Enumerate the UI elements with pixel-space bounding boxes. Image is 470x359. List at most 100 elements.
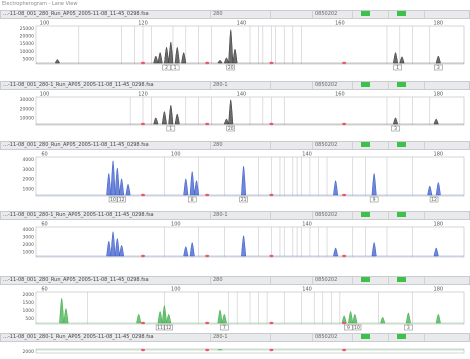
lane-header[interactable]: …-11-08_001_280-1_Run_AP05_2005-11-08_11… (0, 81, 470, 90)
allele-label-box (155, 324, 165, 331)
peak (333, 180, 339, 196)
y-tick-label: 10000 (20, 116, 34, 122)
lane-status-c (425, 11, 469, 18)
y-tick-label: 1500 (23, 300, 35, 306)
size-standard-marker (269, 348, 274, 352)
peak (392, 117, 399, 125)
electropherogram-plot[interactable]: 60 100 140 180 4000 3000 2000 1000 10 12 8 21 9 12 (0, 150, 470, 204)
green-status-icon (361, 277, 370, 282)
allele-label: 9 (373, 197, 376, 203)
size-standard-marker (342, 254, 347, 258)
y-tick-label: 2000 (23, 177, 35, 183)
lane-status-b (389, 212, 425, 219)
size-standard-marker (205, 254, 210, 258)
lane-header[interactable]: …-11-08_001_280-1_Run_AP05_2005-11-08_11… (0, 211, 470, 220)
lane-panel (271, 212, 313, 219)
x-tick-label: 100 (171, 222, 181, 228)
peak (241, 165, 247, 196)
lane-panel (271, 334, 313, 341)
size-standard-marker (141, 348, 145, 352)
allele-label: 12 (431, 197, 437, 203)
allele-label: 7 (223, 325, 226, 331)
peak (223, 57, 229, 64)
electropherogram-plot[interactable]: 100 120 140 160 180 30000 20000 10000 1 20 3 (0, 90, 470, 133)
x-tick-label: 180 (434, 287, 444, 293)
green-status-icon (361, 142, 370, 147)
peak (183, 178, 189, 196)
electropherogram-plot[interactable]: 100 120 140 160 180 25000 20000 15000 10000 5000 2… (0, 19, 470, 72)
allele-label: 20 (228, 65, 234, 71)
lane-status-c (425, 212, 469, 219)
x-tick-label: 60 (41, 152, 47, 158)
peak (59, 298, 65, 324)
peak (380, 316, 386, 324)
peak (174, 113, 180, 125)
peak (153, 55, 159, 64)
green-status-icon (361, 11, 370, 16)
lane-date: 0850202 (313, 11, 353, 18)
green-status-icon (397, 212, 406, 217)
peak (232, 48, 238, 64)
y-tick-label: 15000 (20, 41, 34, 47)
allele-label-box (391, 125, 400, 132)
allele-label: 10 (354, 325, 360, 331)
allele-label-box (226, 125, 235, 132)
lane-sample-name: 280-1 (211, 212, 271, 219)
lane-file-name: …-11-08_001_280_Run_AP05_2005-11-08_11-4… (1, 142, 211, 149)
peak (371, 173, 377, 196)
peak (106, 173, 112, 196)
x-tick-label: 100 (40, 92, 50, 98)
plot-svg: 100 120 140 160 1802500020000150001000050002… (20, 21, 465, 71)
electropherogram-plot[interactable]: 60 100 140 180 2000 1500 1000 500 11 12 7 9 10 3 (0, 285, 470, 332)
allele-label: 12 (119, 197, 125, 203)
lane-header[interactable]: …-11-08_001_280_Run_AP05_2005-11-08_11-4… (0, 276, 470, 285)
peak (228, 29, 234, 64)
electropherogram-plot[interactable]: 60 100 140 180 4000 3000 2000 1000 (0, 220, 470, 265)
lane-status-c (425, 334, 469, 341)
y-tick-label: 2000 (23, 349, 35, 355)
peak (119, 244, 125, 257)
peak (125, 183, 131, 196)
lane-status-b (389, 82, 425, 89)
allele-label-box (239, 196, 248, 203)
plot-frame (35, 348, 465, 354)
y-tick-label: 2000 (23, 292, 35, 298)
peak (114, 238, 120, 257)
peak (435, 182, 441, 196)
x-tick-label: 140 (302, 222, 312, 228)
allele-label: 1 (396, 65, 399, 71)
peak (174, 46, 180, 64)
plot-frame (35, 156, 465, 197)
lane-4: …-11-08_001_280_Run_AP05_2005-11-08_11-4… (0, 276, 470, 332)
lane-panel (271, 82, 313, 89)
size-standard-marker (342, 348, 347, 352)
allele-label-box (404, 324, 413, 331)
electropherogram-plot[interactable]: 2000 (0, 342, 470, 359)
allele-label-box (166, 125, 176, 132)
y-tick-label: 1000 (23, 308, 35, 314)
lane-status-a (353, 142, 389, 149)
y-tick-label: 20000 (20, 34, 34, 40)
x-tick-label: 180 (434, 152, 444, 158)
size-standard-marker (205, 61, 210, 65)
peak (348, 311, 354, 324)
y-tick-label: 5000 (23, 56, 35, 62)
lane-header[interactable]: …-11-08_001_280-1_Run_AP05_2005-11-08_11… (0, 333, 470, 342)
size-standard-marker (141, 321, 145, 325)
y-tick-label: 1000 (23, 186, 35, 192)
allele-label: 20 (228, 126, 234, 132)
size-standard-marker (342, 321, 347, 325)
allele-label-box (108, 196, 118, 203)
peak (54, 59, 60, 64)
lane-3: …-11-08_001_280-1_Run_AP05_2005-11-08_11… (0, 211, 470, 265)
lane-header[interactable]: …-11-08_001_280_Run_AP05_2005-11-08_11-4… (0, 10, 470, 19)
lane-date: 0850202 (313, 82, 353, 89)
peak (217, 349, 223, 351)
x-tick-label: 120 (138, 92, 148, 98)
peak (221, 314, 227, 324)
lane-header[interactable]: …-11-08_001_280_Run_AP05_2005-11-08_11-4… (0, 141, 470, 150)
green-status-icon (361, 82, 370, 87)
peak (168, 104, 174, 125)
allele-label-box (352, 324, 362, 331)
x-tick-label: 60 (41, 287, 47, 293)
